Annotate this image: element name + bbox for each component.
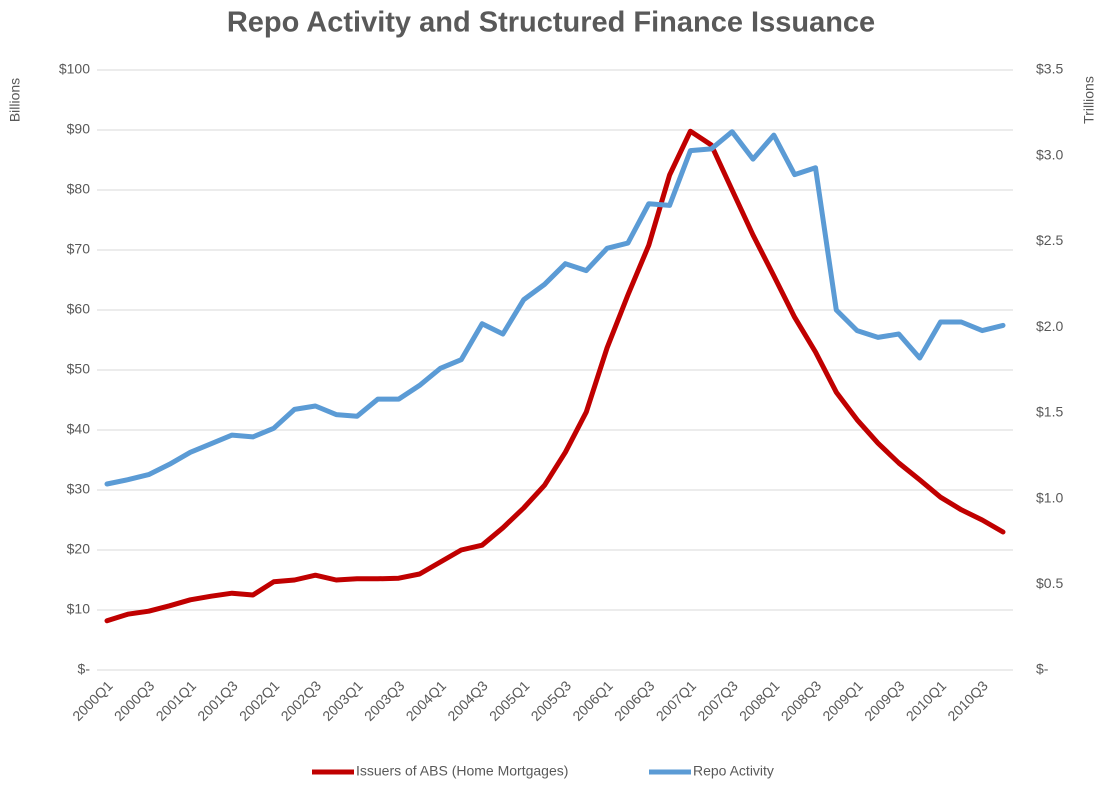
y-tick-label: $20: [67, 541, 91, 557]
x-tick-label: 2009Q1: [819, 677, 866, 724]
y2-tick-label: $2.0: [1036, 318, 1063, 334]
x-tick-label: 2005Q1: [486, 677, 533, 724]
chart-title: Repo Activity and Structured Finance Iss…: [227, 7, 875, 39]
y-tick-label: $100: [59, 61, 90, 77]
y-tick-label: $70: [67, 241, 91, 257]
x-tick-label: 2006Q3: [611, 677, 658, 724]
x-tick-label: 2006Q1: [569, 677, 616, 724]
x-tick-label: 2003Q3: [361, 677, 408, 724]
x-tick-label: 2007Q3: [694, 677, 741, 724]
x-tick-label: 2002Q3: [278, 677, 325, 724]
y2-tick-label: $1.0: [1036, 489, 1063, 505]
y2-tick-label: $-: [1036, 661, 1049, 677]
x-tick-label: 2009Q3: [861, 677, 908, 724]
x-tick-label: 2005Q3: [528, 677, 575, 724]
x-tick-label: 2002Q1: [236, 677, 283, 724]
x-tick-label: 2001Q3: [194, 677, 241, 724]
y-axis-label: Billions: [7, 78, 23, 122]
x-tick-label: 2000Q3: [111, 677, 158, 724]
y-tick-label: $50: [67, 361, 91, 377]
y2-axis-label: Trillions: [1081, 76, 1097, 124]
y-tick-label: $10: [67, 601, 91, 617]
x-tick-label: 2004Q1: [403, 677, 450, 724]
y-tick-label: $60: [67, 301, 91, 317]
y2-tick-label: $1.5: [1036, 404, 1063, 420]
legend-label: Repo Activity: [693, 763, 774, 779]
x-tick-label: 2001Q1: [153, 677, 200, 724]
x-tick-label: 2008Q1: [736, 677, 783, 724]
legend-label: Issuers of ABS (Home Mortgages): [356, 763, 568, 779]
x-tick-label: 2010Q1: [903, 677, 950, 724]
x-tick-label: 2010Q3: [944, 677, 991, 724]
x-tick-label: 2000Q1: [69, 677, 116, 724]
y2-tick-label: $0.5: [1036, 575, 1063, 591]
x-tick-label: 2003Q1: [319, 677, 366, 724]
y2-tick-label: $2.5: [1036, 232, 1063, 248]
series-line: [104, 128, 1006, 624]
y-tick-label: $90: [67, 121, 91, 137]
y-tick-label: $80: [67, 181, 91, 197]
x-tick-label: 2004Q3: [444, 677, 491, 724]
x-tick-label: 2008Q3: [778, 677, 825, 724]
y2-tick-label: $3.5: [1036, 61, 1063, 77]
series-line: [104, 129, 1006, 487]
y-tick-label: $-: [78, 661, 91, 677]
y-tick-label: $40: [67, 421, 91, 437]
y-tick-label: $30: [67, 481, 91, 497]
y2-tick-label: $3.0: [1036, 146, 1063, 162]
x-tick-label: 2007Q1: [653, 677, 700, 724]
